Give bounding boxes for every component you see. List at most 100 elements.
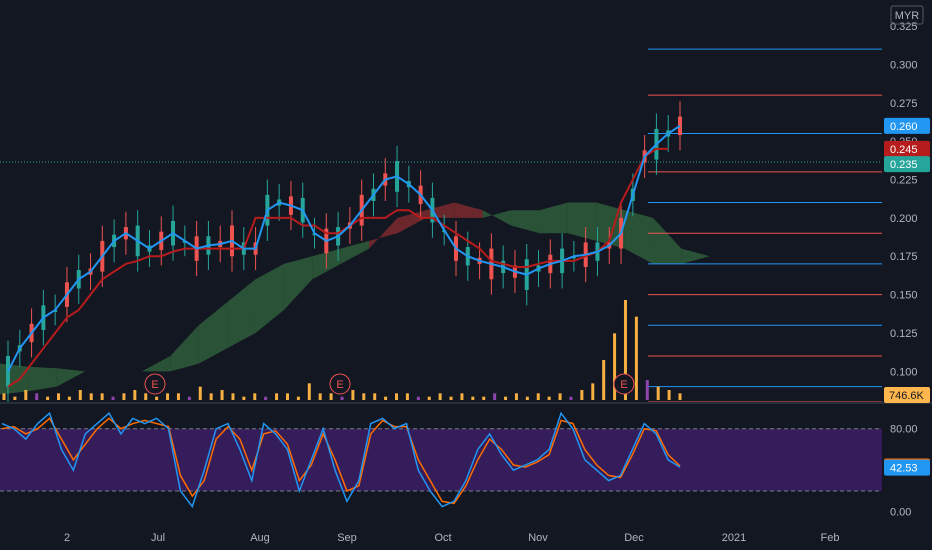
volume-bar bbox=[449, 396, 453, 400]
volume-bar bbox=[318, 393, 322, 400]
volume-bar bbox=[645, 380, 649, 400]
volume-bar bbox=[2, 393, 6, 400]
cloud-segment bbox=[369, 217, 398, 249]
volume-bar bbox=[514, 393, 518, 400]
price-axis[interactable]: 0.3250.3000.2750.2500.2250.2000.1750.150… bbox=[884, 21, 930, 403]
earnings-marker: E bbox=[329, 373, 351, 395]
cloud-segment bbox=[539, 202, 568, 234]
volume-bar bbox=[133, 390, 137, 400]
volume-bar bbox=[373, 393, 377, 400]
price-label: 0.245 bbox=[884, 140, 930, 157]
earnings-marker: E bbox=[144, 373, 166, 395]
osc-k-line bbox=[1, 411, 681, 509]
volume-bar bbox=[176, 393, 180, 400]
volume-bar bbox=[89, 393, 93, 400]
oscillator-axis[interactable]: 80.000.0043.5542.53 bbox=[884, 424, 930, 519]
time-tick-label: Feb bbox=[821, 532, 840, 544]
time-tick-label: Nov bbox=[528, 532, 548, 544]
volume-bar bbox=[67, 396, 71, 400]
cloud-segment bbox=[681, 248, 710, 264]
volume-bar bbox=[580, 390, 584, 400]
volume-bar bbox=[155, 396, 159, 400]
volume-bar bbox=[460, 393, 464, 400]
volume-bar bbox=[351, 390, 355, 400]
volume-bar bbox=[569, 396, 573, 400]
indicator-lines bbox=[7, 124, 681, 388]
volume-bar bbox=[471, 396, 475, 400]
volume-bar bbox=[591, 383, 595, 400]
price-tick-label: 0.150 bbox=[890, 290, 918, 302]
volume-bar bbox=[307, 383, 311, 400]
volume-bar bbox=[144, 393, 148, 400]
price-label-bg bbox=[884, 156, 930, 173]
price-label-text: 0.245 bbox=[890, 144, 918, 156]
osc-value-label: 42.53 bbox=[884, 459, 930, 476]
volume-bar bbox=[395, 393, 399, 400]
price-label-text: 0.260 bbox=[890, 121, 918, 133]
osc-band bbox=[0, 428, 882, 491]
time-tick-label: Oct bbox=[434, 532, 451, 544]
price-label: 0.235 bbox=[884, 156, 930, 173]
volume-bar bbox=[78, 390, 82, 400]
volume-bar bbox=[558, 393, 562, 400]
time-tick-label: 2021 bbox=[722, 532, 746, 544]
volume-label-bg bbox=[884, 387, 930, 403]
volume-bar bbox=[656, 386, 660, 400]
volume-bar bbox=[35, 393, 39, 400]
price-tick-label: 0.225 bbox=[890, 175, 918, 187]
earnings-letter: E bbox=[336, 379, 343, 391]
time-tick-label: Jul bbox=[151, 532, 165, 544]
cloud-segment bbox=[624, 210, 654, 264]
currency-badge[interactable]: MYR bbox=[890, 5, 924, 25]
price-tick-label: 0.175 bbox=[890, 251, 918, 263]
cloud-segment bbox=[227, 279, 256, 349]
conversion-line-series bbox=[7, 124, 681, 372]
earnings-circle bbox=[144, 373, 166, 395]
volume-bar bbox=[100, 393, 104, 400]
cloud-segment bbox=[198, 302, 228, 364]
volume-bar bbox=[340, 396, 344, 400]
cloud-segment bbox=[454, 202, 483, 218]
osc-tick-label: 80.00 bbox=[890, 424, 918, 436]
earnings-letter: E bbox=[620, 379, 627, 391]
volume-bar bbox=[525, 396, 529, 400]
volume-bar bbox=[602, 360, 606, 400]
price-tick-label: 0.325 bbox=[890, 21, 918, 33]
volume-bar bbox=[384, 396, 388, 400]
volume-bar bbox=[13, 396, 17, 400]
volume-bar bbox=[187, 396, 191, 400]
osc-label-bg bbox=[884, 459, 930, 476]
price-tick-label: 0.100 bbox=[890, 366, 918, 378]
price-label: 0.260 bbox=[884, 117, 930, 134]
volume-bar bbox=[438, 393, 442, 400]
oscillator-pane bbox=[0, 411, 882, 509]
time-axis[interactable]: 2 Jul Aug Sep Oct Nov Dec 2021 Feb bbox=[64, 532, 840, 544]
cloud-segment bbox=[141, 355, 171, 372]
price-label-text: 0.235 bbox=[890, 159, 918, 171]
volume-bar bbox=[209, 393, 213, 400]
volume-bar bbox=[231, 393, 235, 400]
volume-bar bbox=[275, 393, 279, 400]
volume-bar bbox=[362, 393, 366, 400]
volume-bar bbox=[242, 396, 246, 400]
time-tick-label: Sep bbox=[337, 532, 357, 544]
price-label-bg bbox=[884, 140, 930, 157]
volume-bars bbox=[2, 300, 682, 400]
volume-bar bbox=[57, 393, 61, 400]
volume-bar bbox=[678, 393, 682, 400]
earnings-letter: E bbox=[151, 379, 158, 391]
volume-bar bbox=[493, 393, 497, 400]
cloud-segment bbox=[255, 263, 284, 333]
osc-label-text: 42.53 bbox=[890, 463, 918, 475]
time-tick-label: Dec bbox=[624, 532, 644, 544]
volume-bar bbox=[634, 316, 638, 400]
price-label-bg bbox=[884, 117, 930, 134]
volume-bar bbox=[329, 393, 333, 400]
volume-bar bbox=[613, 333, 617, 400]
price-tick-label: 0.300 bbox=[890, 59, 918, 71]
cloud-segment bbox=[56, 368, 86, 387]
volume-bar bbox=[482, 396, 486, 400]
volume-bar bbox=[111, 396, 115, 400]
